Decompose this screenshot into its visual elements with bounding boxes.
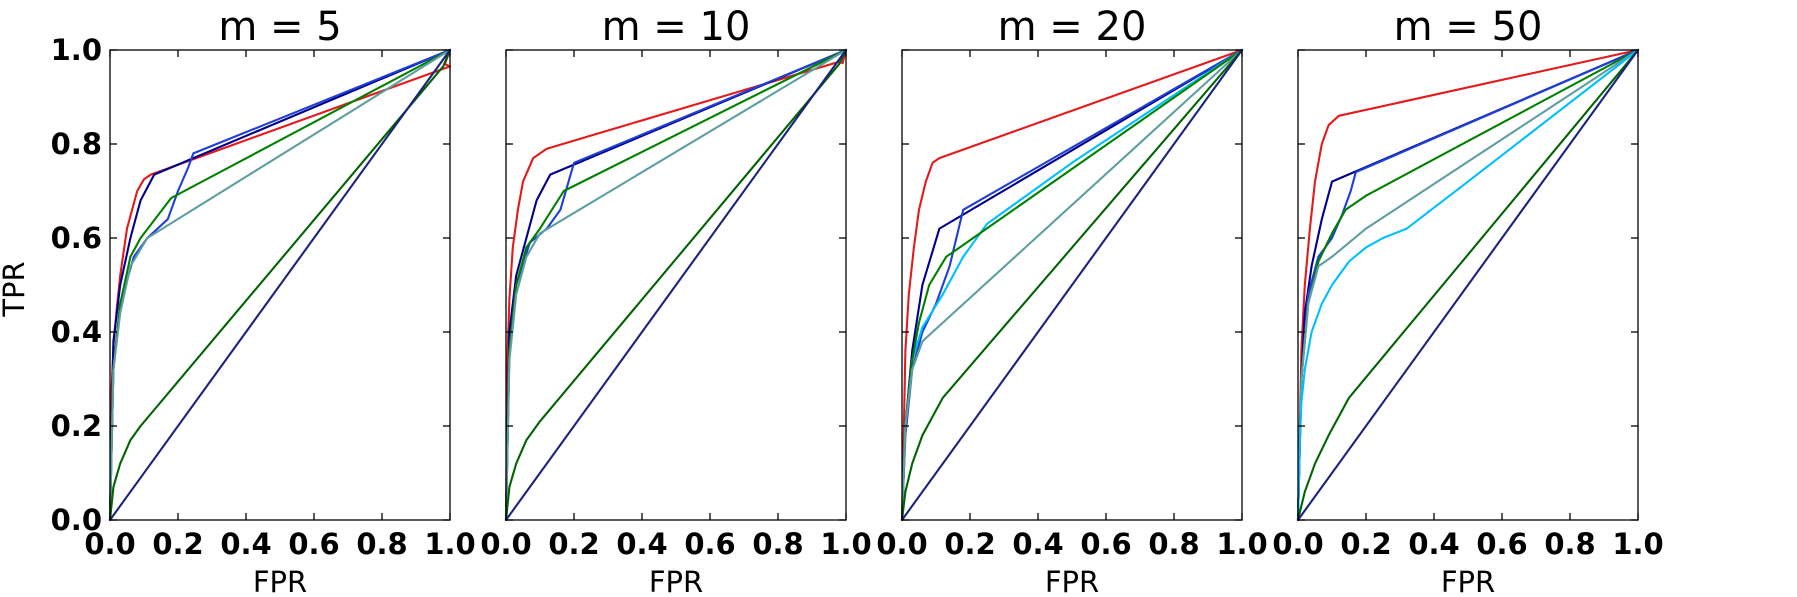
roc-curve-1 xyxy=(1296,48,1640,522)
x-tick-label: 0.6 xyxy=(684,527,735,561)
x-tick-label: 0.8 xyxy=(356,527,407,561)
x-tick-label: 0.4 xyxy=(616,527,667,561)
subplot-title: m = 20 xyxy=(998,4,1147,50)
roc-curve-6 xyxy=(900,48,1244,522)
x-tick-label: 1.0 xyxy=(820,527,871,561)
roc-curve-5 xyxy=(504,48,848,522)
roc-curve-2 xyxy=(108,48,452,522)
y-tick-label: 0.6 xyxy=(51,221,102,255)
x-axis-label: FPR xyxy=(1045,565,1099,597)
roc-curve-8 xyxy=(1296,48,1640,522)
subplot-1: m = 5 0.0 0.2 0.4 0.6 0.8 1.0 0.0 0.2 0.4 0.6 0.8 1.… xyxy=(51,4,476,597)
plot-frame xyxy=(901,49,1243,521)
roc-curve-6 xyxy=(108,48,452,522)
x-tick-label: 0.2 xyxy=(944,527,995,561)
plot-frame xyxy=(109,49,451,521)
subplot-title: m = 10 xyxy=(602,4,751,50)
subplot-title: m = 50 xyxy=(1394,4,1543,50)
x-tick-label: 0.8 xyxy=(1148,527,1199,561)
x-tick-label: 0.0 xyxy=(84,527,135,561)
x-tick-label: 0.2 xyxy=(152,527,203,561)
x-tick-label: 0.8 xyxy=(752,527,803,561)
roc-curve-5 xyxy=(1296,48,1640,522)
y-tick-label: 0.0 xyxy=(51,503,102,537)
y-tick-label: 1.0 xyxy=(51,33,102,67)
subplot-title: m = 5 xyxy=(218,4,341,50)
x-tick-label: 0.4 xyxy=(1012,527,1063,561)
x-tick-label: 0.0 xyxy=(480,527,531,561)
roc-curve-6 xyxy=(504,48,848,522)
x-tick-label: 0.6 xyxy=(1080,527,1131,561)
x-tick-label: 0.4 xyxy=(1408,527,1459,561)
subplot-4: m = 50 0.0 0.2 0.4 0.6 0.8 1.0 FPR xyxy=(1272,4,1663,597)
x-tick-label: 0.4 xyxy=(220,527,271,561)
x-tick-label: 1.0 xyxy=(424,527,475,561)
y-tick-label: 0.2 xyxy=(51,409,102,443)
x-axis-label: FPR xyxy=(649,565,703,597)
plot-frame xyxy=(1297,49,1639,521)
roc-curve-7 xyxy=(1296,48,1640,522)
y-tick-label: 0.4 xyxy=(51,315,102,349)
subplot-2: m = 10 0.0 0.2 0.4 0.6 0.8 1.0 FPR xyxy=(480,4,871,597)
x-tick-label: 0.8 xyxy=(1544,527,1595,561)
figure-y-axis-label: TPR xyxy=(0,261,31,317)
plot-frame xyxy=(505,49,847,521)
roc-curve-8 xyxy=(900,48,1244,522)
roc-curve-5 xyxy=(108,48,452,522)
x-tick-label: 1.0 xyxy=(1216,527,1267,561)
x-tick-label: 1.0 xyxy=(1612,527,1663,561)
x-tick-label: 0.0 xyxy=(876,527,927,561)
x-tick-label: 0.2 xyxy=(548,527,599,561)
roc-curve-6 xyxy=(1296,48,1640,522)
roc-curve-7 xyxy=(108,48,452,522)
subplot-3: m = 20 0.0 0.2 0.4 0.6 0.8 1.0 FPR xyxy=(876,4,1267,597)
x-tick-label: 0.6 xyxy=(1476,527,1527,561)
x-axis-label: FPR xyxy=(253,565,307,597)
subplot-grid: m = 50.0 0.2 0.4 0.6 0.8 1.00.00.20.40.60.81.… xyxy=(51,4,1664,597)
y-tick-label: 0.8 xyxy=(51,127,102,161)
roc-curve-7 xyxy=(900,48,1244,522)
x-tick-label: 0.6 xyxy=(288,527,339,561)
x-tick-label: 0.0 xyxy=(1272,527,1323,561)
x-tick-label: 0.2 xyxy=(1340,527,1391,561)
x-axis-label: FPR xyxy=(1441,565,1495,597)
roc-curve-7 xyxy=(504,48,848,522)
